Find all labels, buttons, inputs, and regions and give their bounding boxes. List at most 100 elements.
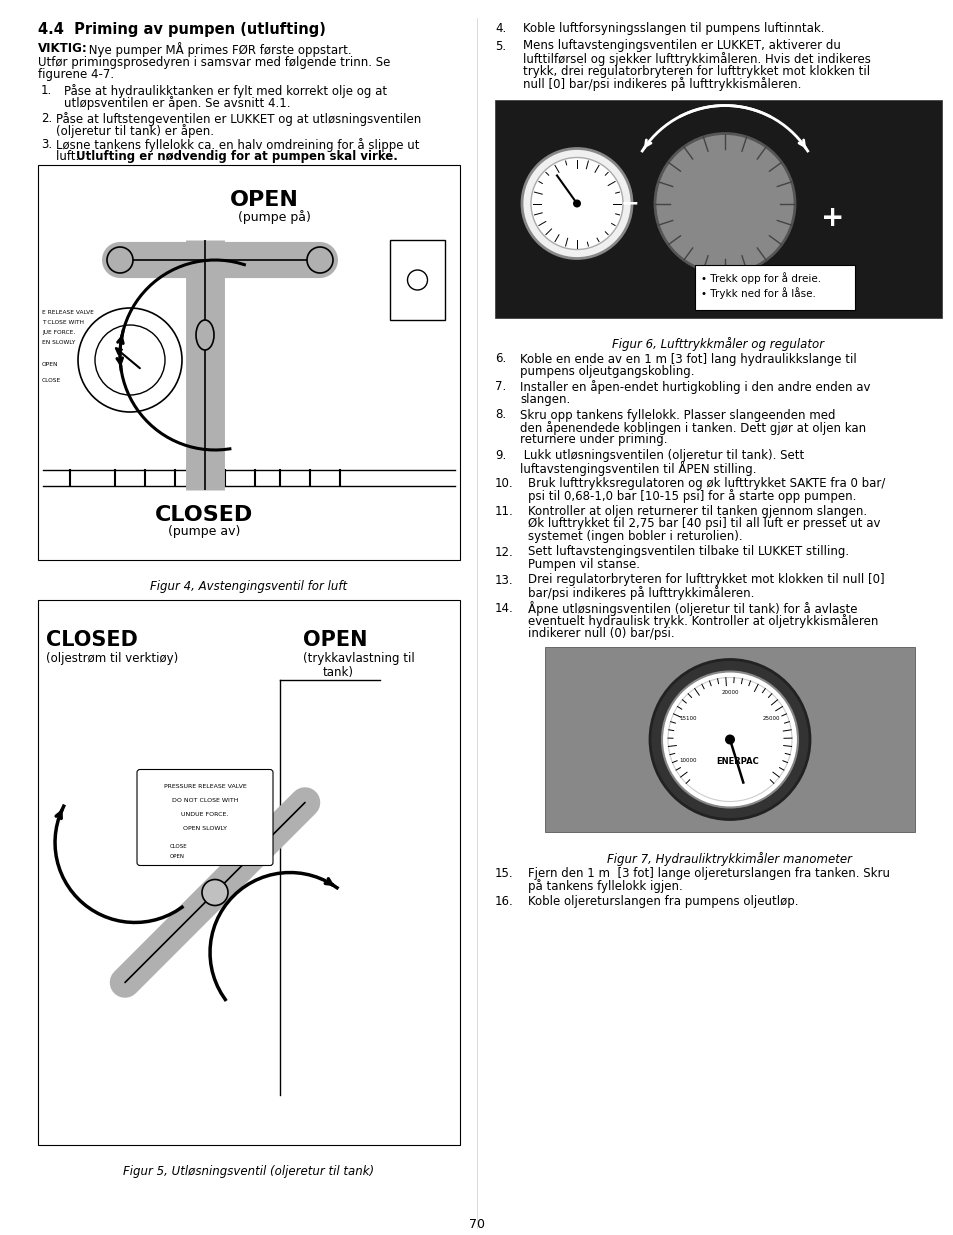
Text: CLOSED: CLOSED <box>46 630 138 650</box>
Text: ENERPAC: ENERPAC <box>716 757 759 767</box>
Text: 10000: 10000 <box>679 758 696 763</box>
Text: 70: 70 <box>469 1218 484 1231</box>
Text: JUE FORCE.: JUE FORCE. <box>42 330 75 335</box>
Ellipse shape <box>195 320 213 350</box>
Text: 16.: 16. <box>495 895 514 908</box>
Text: (pumpe av): (pumpe av) <box>168 525 240 538</box>
Text: systemet (ingen bobler i returolien).: systemet (ingen bobler i returolien). <box>527 530 741 543</box>
Circle shape <box>573 200 580 207</box>
Text: T CLOSE WITH: T CLOSE WITH <box>42 320 84 325</box>
Text: OPEN: OPEN <box>42 362 58 367</box>
Text: (pumpe på): (pumpe på) <box>237 210 311 224</box>
Circle shape <box>95 325 165 395</box>
Text: 2.: 2. <box>41 112 52 125</box>
Text: Øk lufttrykket til 2,75 bar [40 psi] til all luft er presset ut av: Øk lufttrykket til 2,75 bar [40 psi] til… <box>527 517 880 531</box>
Text: 1.: 1. <box>41 84 52 98</box>
Text: Figur 4, Avstengingsventil for luft: Figur 4, Avstengingsventil for luft <box>151 580 347 593</box>
Text: Pumpen vil stanse.: Pumpen vil stanse. <box>527 558 639 571</box>
Text: Utlufting er nødvendig for at pumpen skal virke.: Utlufting er nødvendig for at pumpen ska… <box>76 149 397 163</box>
Text: OPEN: OPEN <box>303 630 367 650</box>
Text: E RELEASE VALVE: E RELEASE VALVE <box>42 310 93 315</box>
Text: 20000: 20000 <box>720 690 738 695</box>
Text: lufttilførsel og sjekker lufttrykkimåleren. Hvis det indikeres: lufttilførsel og sjekker lufttrykkimåler… <box>522 52 870 65</box>
Text: EN SLOWLY: EN SLOWLY <box>42 340 75 345</box>
Text: luftavstengingsventilen til ÅPEN stilling.: luftavstengingsventilen til ÅPEN stillin… <box>519 462 756 477</box>
Text: psi til 0,68-1,0 bar [10-15 psi] for å starte opp pumpen.: psi til 0,68-1,0 bar [10-15 psi] for å s… <box>527 489 856 504</box>
Text: 11.: 11. <box>495 505 514 517</box>
Text: 10.: 10. <box>495 477 513 490</box>
Text: Koble en ende av en 1 m [3 fot] lang hydraulikkslange til: Koble en ende av en 1 m [3 fot] lang hyd… <box>519 352 856 366</box>
Text: (oljeretur til tank) er åpen.: (oljeretur til tank) er åpen. <box>56 124 213 138</box>
Bar <box>695 264 854 310</box>
Text: Nye pumper MÅ primes FØR første oppstart.: Nye pumper MÅ primes FØR første oppstart… <box>85 42 352 57</box>
Text: Koble luftforsyningsslangen til pumpens luftinntak.: Koble luftforsyningsslangen til pumpens … <box>522 22 823 35</box>
Text: 6.: 6. <box>495 352 506 366</box>
Text: 5.: 5. <box>495 40 506 53</box>
Text: +: + <box>821 205 843 232</box>
Text: 7.: 7. <box>495 380 506 394</box>
Text: OPEN: OPEN <box>230 190 298 210</box>
Text: på tankens fyllelokk igjen.: på tankens fyllelokk igjen. <box>527 879 682 893</box>
Bar <box>495 100 941 317</box>
Text: 4.4  Priming av pumpen (utlufting): 4.4 Priming av pumpen (utlufting) <box>38 22 326 37</box>
Text: Fjern den 1 m  [3 fot] lange oljereturslangen fra tanken. Skru: Fjern den 1 m [3 fot] lange oljeretursla… <box>527 867 889 881</box>
Text: Mens luftavstengingsventilen er LUKKET, aktiverer du: Mens luftavstengingsventilen er LUKKET, … <box>522 40 840 53</box>
Text: indikerer null (0) bar/psi.: indikerer null (0) bar/psi. <box>527 626 674 640</box>
Text: PRESSURE RELEASE VALVE: PRESSURE RELEASE VALVE <box>164 784 246 789</box>
Text: 25000: 25000 <box>762 715 780 721</box>
Text: Sett luftavstengingsventilen tilbake til LUKKET stilling.: Sett luftavstengingsventilen tilbake til… <box>527 546 848 558</box>
Text: Påse at hydraulikktanken er fylt med korrekt olje og at: Påse at hydraulikktanken er fylt med kor… <box>64 84 387 98</box>
Text: 8.: 8. <box>495 409 506 421</box>
Text: Koble oljereturslangen fra pumpens oljeutløp.: Koble oljereturslangen fra pumpens oljeu… <box>527 895 798 908</box>
Text: Figur 5, Utløsningsventil (oljeretur til tank): Figur 5, Utløsningsventil (oljeretur til… <box>123 1165 375 1178</box>
Circle shape <box>521 148 631 258</box>
Text: 9.: 9. <box>495 450 506 462</box>
Circle shape <box>107 247 132 273</box>
Text: DO NOT CLOSE WITH: DO NOT CLOSE WITH <box>172 799 238 804</box>
Bar <box>390 240 444 320</box>
Text: CLOSED: CLOSED <box>154 505 253 525</box>
Text: eventuelt hydraulisk trykk. Kontroller at oljetrykkismåleren: eventuelt hydraulisk trykk. Kontroller a… <box>527 614 878 627</box>
Text: UNDUE FORCE.: UNDUE FORCE. <box>181 813 229 818</box>
Text: 15100: 15100 <box>679 715 696 721</box>
Text: Lukk utløsningsventilen (oljeretur til tank). Sett: Lukk utløsningsventilen (oljeretur til t… <box>519 450 803 462</box>
Text: Åpne utløsningsventilen (oljeretur til tank) for å avlaste: Åpne utløsningsventilen (oljeretur til t… <box>527 601 857 616</box>
Text: den åpenendede koblingen i tanken. Dett gjør at oljen kan: den åpenendede koblingen i tanken. Dett … <box>519 421 865 435</box>
Circle shape <box>649 659 809 820</box>
Circle shape <box>78 308 182 412</box>
Text: bar/psi indikeres på lufttrykkimåleren.: bar/psi indikeres på lufttrykkimåleren. <box>527 585 754 600</box>
Text: tank): tank) <box>323 666 354 679</box>
Circle shape <box>661 672 797 808</box>
Text: 13.: 13. <box>495 573 513 587</box>
Text: 4.: 4. <box>495 22 506 35</box>
Circle shape <box>667 678 791 802</box>
Text: Installer en åpen-endet hurtigkobling i den andre enden av: Installer en åpen-endet hurtigkobling i … <box>519 380 869 394</box>
Text: CLOSE: CLOSE <box>42 378 61 383</box>
Text: pumpens oljeutgangskobling.: pumpens oljeutgangskobling. <box>519 366 694 378</box>
Text: Bruk lufttrykksregulatoren og øk lufttrykket SAKTE fra 0 bar/: Bruk lufttrykksregulatoren og øk lufttry… <box>527 477 884 490</box>
Text: OPEN: OPEN <box>170 855 185 860</box>
Text: 3.: 3. <box>41 138 52 151</box>
Text: −: − <box>620 194 639 214</box>
Text: (oljestrøm til verktiøy): (oljestrøm til verktiøy) <box>46 652 178 664</box>
Text: Påse at luftstengeventilen er LUKKET og at utløsningsventilen: Påse at luftstengeventilen er LUKKET og … <box>56 112 421 126</box>
Text: Figur 6, Lufttrykkmåler og regulator: Figur 6, Lufttrykkmåler og regulator <box>612 337 823 352</box>
Bar <box>38 165 459 559</box>
Circle shape <box>724 735 734 745</box>
Text: Løsne tankens fyllelokk ca. en halv omdreining for å slippe ut: Løsne tankens fyllelokk ca. en halv omdr… <box>56 138 419 152</box>
Text: • Trykk ned for å låse.: • Trykk ned for å låse. <box>700 288 815 299</box>
Circle shape <box>531 158 622 249</box>
Circle shape <box>407 270 427 290</box>
Text: null [0] bar/psi indikeres på lufttrykkismåleren.: null [0] bar/psi indikeres på lufttrykki… <box>522 77 801 91</box>
Text: Utfør primingsprosedyren i samsvar med følgende trinn. Se: Utfør primingsprosedyren i samsvar med f… <box>38 56 390 69</box>
Text: slangen.: slangen. <box>519 393 570 406</box>
Text: OPEN SLOWLY: OPEN SLOWLY <box>183 826 227 831</box>
Text: luft.: luft. <box>56 149 83 163</box>
Circle shape <box>655 133 794 273</box>
Text: returnere under priming.: returnere under priming. <box>519 433 667 447</box>
Text: 14.: 14. <box>495 601 514 615</box>
Bar <box>544 647 914 832</box>
Circle shape <box>307 247 333 273</box>
Text: Kontroller at oljen returnerer til tanken gjennom slangen.: Kontroller at oljen returnerer til tanke… <box>527 505 866 517</box>
Bar <box>38 600 459 1145</box>
